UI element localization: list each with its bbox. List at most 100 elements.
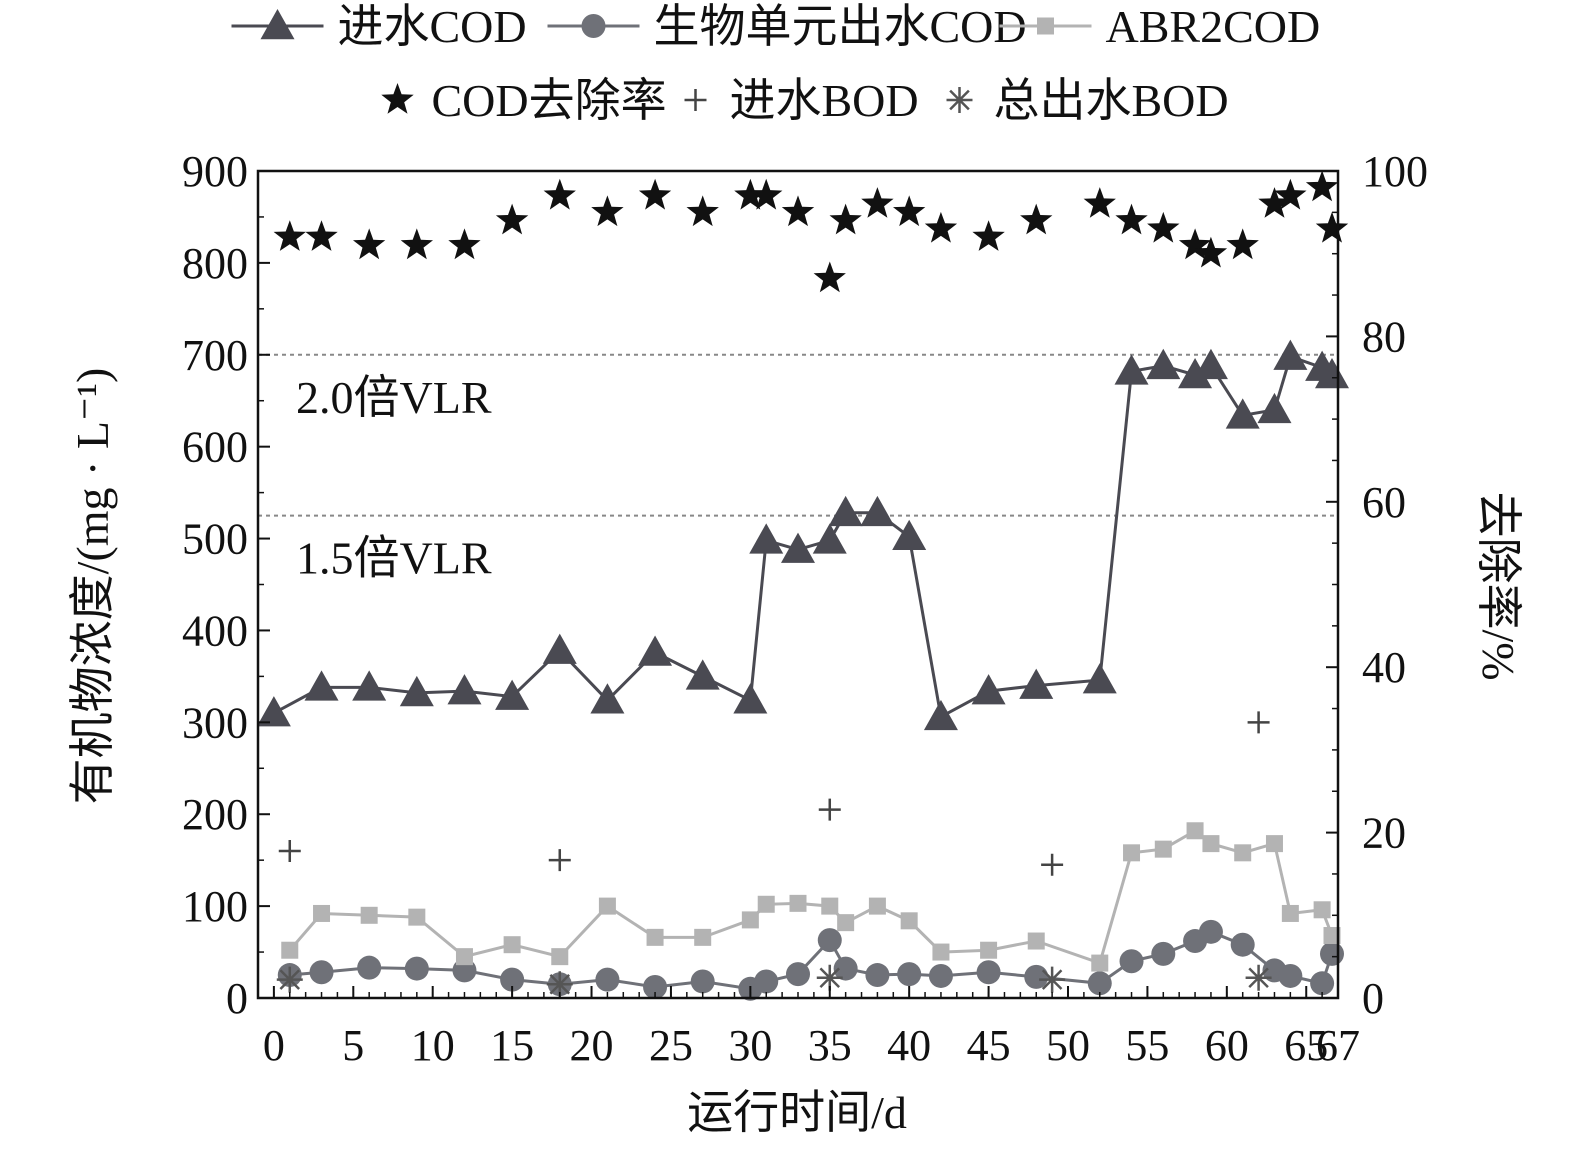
y-left-tick-label: 0: [226, 974, 248, 1023]
legend-item: ABR2COD: [999, 1, 1320, 52]
reference-line-label: 1.5倍VLR: [296, 533, 492, 584]
data-point: [305, 220, 338, 251]
data-point: [1147, 211, 1180, 243]
y-left-tick-label: 900: [182, 147, 248, 196]
data-point: [750, 178, 783, 210]
y-right-tick-label: 60: [1362, 478, 1406, 527]
data-point: [1234, 844, 1252, 862]
series-0: [256, 339, 1349, 731]
data-point: [408, 908, 426, 926]
plot-frame: [256, 169, 1340, 1000]
x-tick-label: 45: [967, 1021, 1011, 1070]
x-tick-label: 65: [1284, 1021, 1328, 1070]
legend-item: 进水COD: [231, 1, 527, 52]
data-point: [1186, 822, 1204, 840]
y-axis-right-title: 去除率/%: [1473, 491, 1524, 680]
data-point: [976, 960, 1001, 985]
data-point: [1274, 178, 1307, 210]
data-point: [1281, 904, 1299, 922]
legend: 进水COD 生物单元出水COD ABR2COD COD去除率 进水BOD 总出水BOD: [231, 1, 1320, 126]
y-left-tick-label: 400: [182, 606, 248, 655]
data-point: [892, 519, 927, 550]
data-point: [694, 928, 712, 946]
data-point: [1083, 187, 1116, 218]
data-point: [1310, 971, 1335, 996]
data-point: [1178, 357, 1213, 389]
data-point: [1198, 919, 1223, 944]
x-axis-title: 运行时间/d: [687, 1087, 907, 1138]
reference-lines: 2.0倍VLR 1.5倍VLR: [258, 353, 1338, 584]
data-series: [256, 170, 1349, 1001]
data-point: [1265, 835, 1283, 853]
y-left-tick-label: 500: [182, 515, 248, 564]
data-point: [924, 211, 958, 243]
data-point: [1202, 835, 1220, 853]
x-tick-label: 0: [263, 1021, 285, 1070]
data-point: [1178, 228, 1212, 260]
data-point: [638, 635, 673, 666]
data-point: [821, 897, 839, 915]
legend-marker: [1037, 17, 1054, 35]
y-right-tick-label: 0: [1362, 974, 1384, 1023]
data-point: [542, 633, 577, 664]
legend-marker: [381, 83, 414, 114]
data-point: [1115, 203, 1148, 235]
data-point: [352, 670, 387, 701]
data-point: [646, 928, 664, 946]
data-point: [734, 178, 767, 210]
data-point: [923, 699, 958, 731]
data-point: [860, 495, 895, 527]
data-point: [1245, 964, 1272, 991]
data-point: [1114, 354, 1149, 385]
reference-line-label: 2.0倍VLR: [296, 372, 492, 423]
data-point: [500, 967, 525, 992]
legend-marker: [581, 14, 606, 38]
y-left-tick-label: 800: [182, 239, 248, 288]
data-point: [638, 178, 672, 210]
data-point: [1027, 932, 1045, 950]
data-point: [546, 971, 573, 998]
y-right-tick-label: 40: [1362, 643, 1406, 692]
data-point: [273, 220, 306, 251]
y-right-tick-label: 80: [1362, 312, 1406, 361]
data-point: [781, 532, 815, 563]
data-point: [1305, 170, 1339, 202]
data-point: [897, 962, 922, 987]
legend-marker: [684, 89, 707, 111]
y-left-tick-label: 600: [182, 423, 248, 472]
data-point: [1039, 966, 1066, 993]
data-point: [357, 955, 382, 980]
data-point: [1315, 357, 1349, 389]
y-left-tick-label: 200: [182, 790, 248, 839]
data-point: [455, 948, 473, 966]
data-point: [1257, 392, 1292, 424]
x-tick-label: 15: [490, 1021, 534, 1070]
data-point: [749, 523, 784, 554]
y-axis-left-title: 有机物浓度/(mg · L⁻¹): [67, 368, 118, 805]
legend-label: 总出水BOD: [994, 75, 1229, 126]
y-right-tick-label: 20: [1362, 809, 1406, 858]
data-point: [1323, 927, 1341, 945]
data-point: [1151, 941, 1176, 966]
data-point: [1123, 844, 1141, 862]
data-point: [360, 906, 378, 924]
data-point: [1082, 663, 1117, 694]
data-point: [1315, 211, 1349, 243]
data-point: [503, 936, 521, 954]
legend-item: 进水BOD: [684, 75, 919, 126]
data-point: [404, 956, 429, 981]
data-point: [1273, 339, 1308, 370]
data-point: [276, 966, 303, 993]
series-5: [276, 964, 1272, 998]
data-point: [868, 897, 886, 915]
data-point: [837, 914, 855, 932]
data-point: [833, 956, 858, 981]
data-point: [786, 962, 810, 987]
data-point: [757, 895, 775, 913]
x-tick-label: 50: [1046, 1021, 1090, 1070]
data-point: [1154, 840, 1172, 858]
data-point: [353, 228, 386, 260]
x-tick-label: 30: [728, 1021, 772, 1070]
legend-item: 总出水BOD: [946, 75, 1229, 126]
